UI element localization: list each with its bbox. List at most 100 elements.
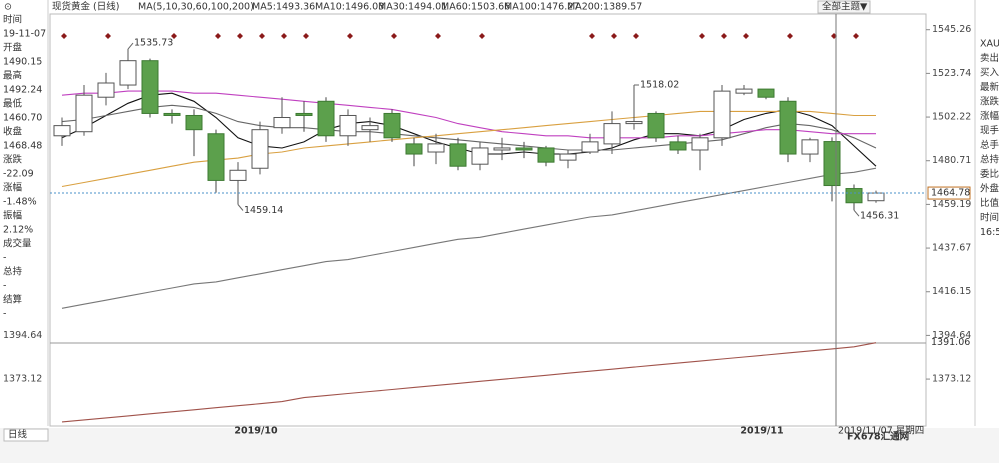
candle-body	[537, 147, 555, 163]
ma-line	[61, 342, 877, 423]
event-marker	[589, 33, 595, 39]
candle-body	[735, 88, 753, 94]
tab[interactable]: 日线	[8, 429, 28, 441]
info-value: 1460.70	[3, 113, 42, 124]
candle-body	[691, 137, 709, 151]
right-panel-label: 现手	[980, 125, 999, 137]
right-panel-label: XAU	[980, 39, 999, 50]
plot-frame	[49, 13, 927, 427]
event-marker	[479, 33, 485, 39]
candle-body	[141, 60, 159, 114]
legend-entry: MA60:1503.66	[441, 2, 510, 13]
toolbar	[0, 428, 999, 463]
info-value: -22.09	[3, 169, 34, 180]
settings-icon[interactable]: ⊙	[4, 2, 12, 13]
theme-button[interactable]: 全部主题▼	[822, 1, 868, 13]
ma-line	[61, 167, 877, 309]
candle-body	[53, 125, 71, 137]
y-tick-label: 1502.22	[932, 112, 971, 123]
candle-body	[845, 188, 863, 204]
candle-body	[625, 121, 643, 125]
candle-body	[75, 94, 93, 133]
y-tick-label: 1416.15	[932, 286, 971, 297]
candle-body	[603, 123, 621, 145]
ma-line	[61, 104, 877, 151]
candle-body	[493, 147, 511, 151]
candle-body	[251, 129, 269, 169]
right-panel-label: 总持	[980, 154, 999, 166]
right-panel-label: 涨幅	[980, 110, 999, 122]
legend-entry: MA200:1389.57	[567, 2, 642, 13]
info-label: 结算	[3, 294, 22, 306]
extreme-pointer	[127, 42, 134, 50]
y-tick-label: 1480.71	[932, 155, 971, 166]
event-marker	[259, 33, 265, 39]
event-marker	[347, 33, 353, 39]
candle-body	[471, 147, 489, 165]
y-tick-label: 1545.26	[932, 24, 971, 35]
event-marker	[435, 33, 441, 39]
right-panel-label: 外盘	[980, 183, 999, 195]
legend-entry: MA10:1496.03	[315, 2, 384, 13]
info-value: 2.12%	[3, 225, 33, 236]
y-tick-label-left: 1394.64	[3, 330, 42, 341]
y-tick-label: 1523.74	[932, 68, 971, 79]
info-value: -	[3, 253, 6, 264]
right-panel-label: 买入	[980, 68, 999, 79]
candle-body	[405, 143, 423, 155]
event-marker	[171, 33, 177, 39]
ma-line	[61, 92, 877, 167]
y-tick-label-left: 1373.12	[3, 374, 42, 385]
candle-body	[163, 112, 181, 116]
event-marker	[633, 33, 639, 39]
theme-button-box[interactable]	[817, 0, 871, 14]
info-label: 最高	[3, 70, 22, 82]
ma-params: MA(5,10,30,60,100,200)	[138, 2, 254, 13]
watermark: FX678汇通网	[847, 431, 909, 443]
event-marker	[237, 33, 243, 39]
legend-entry: MA5:1493.36	[252, 2, 315, 13]
event-marker	[303, 33, 309, 39]
crosshair-date: 2019/11/07 星期四	[838, 426, 924, 437]
ma200-tag: 1391.06	[931, 337, 970, 348]
candle-body	[427, 143, 445, 153]
extreme-label: 1459.14	[244, 205, 283, 216]
right-panel-label: 委比	[980, 168, 999, 180]
extreme-label: 1518.02	[640, 79, 679, 90]
info-label: 涨幅	[3, 182, 23, 194]
y-tick-label: 1437.67	[932, 243, 971, 254]
info-label: 总持	[3, 266, 23, 278]
info-label: 收盘	[3, 126, 23, 138]
candle-body	[713, 90, 731, 139]
info-label: 涨跌	[3, 154, 23, 166]
event-marker	[743, 33, 749, 39]
y-tick-label: 1459.19	[932, 199, 971, 210]
last-price-tag: 1464.78	[931, 188, 970, 199]
info-label: 开盘	[3, 42, 23, 54]
event-marker	[61, 33, 67, 39]
info-label: 时间	[3, 14, 22, 26]
candle-body	[119, 60, 137, 86]
info-value: -	[3, 281, 6, 292]
candle-body	[383, 112, 401, 139]
right-panel-label: 卖出	[980, 52, 999, 64]
event-marker	[215, 33, 221, 39]
event-marker	[699, 33, 705, 39]
x-tick-label: 2019/10	[234, 426, 278, 437]
candle-body	[449, 143, 467, 167]
candle-body	[647, 112, 665, 139]
tab-box[interactable]	[3, 428, 49, 442]
info-value: 1468.48	[3, 141, 42, 152]
candle-body	[779, 100, 797, 155]
candle-body	[515, 147, 533, 151]
period: (日线)	[93, 1, 119, 13]
extreme-pointer	[853, 209, 860, 217]
info-value: 1492.24	[3, 85, 42, 96]
candle-body	[669, 141, 687, 151]
candle-body	[273, 117, 291, 129]
candle-body	[317, 100, 335, 137]
candle-body	[185, 114, 203, 131]
candle-body	[801, 139, 819, 155]
candle-body	[867, 192, 885, 202]
